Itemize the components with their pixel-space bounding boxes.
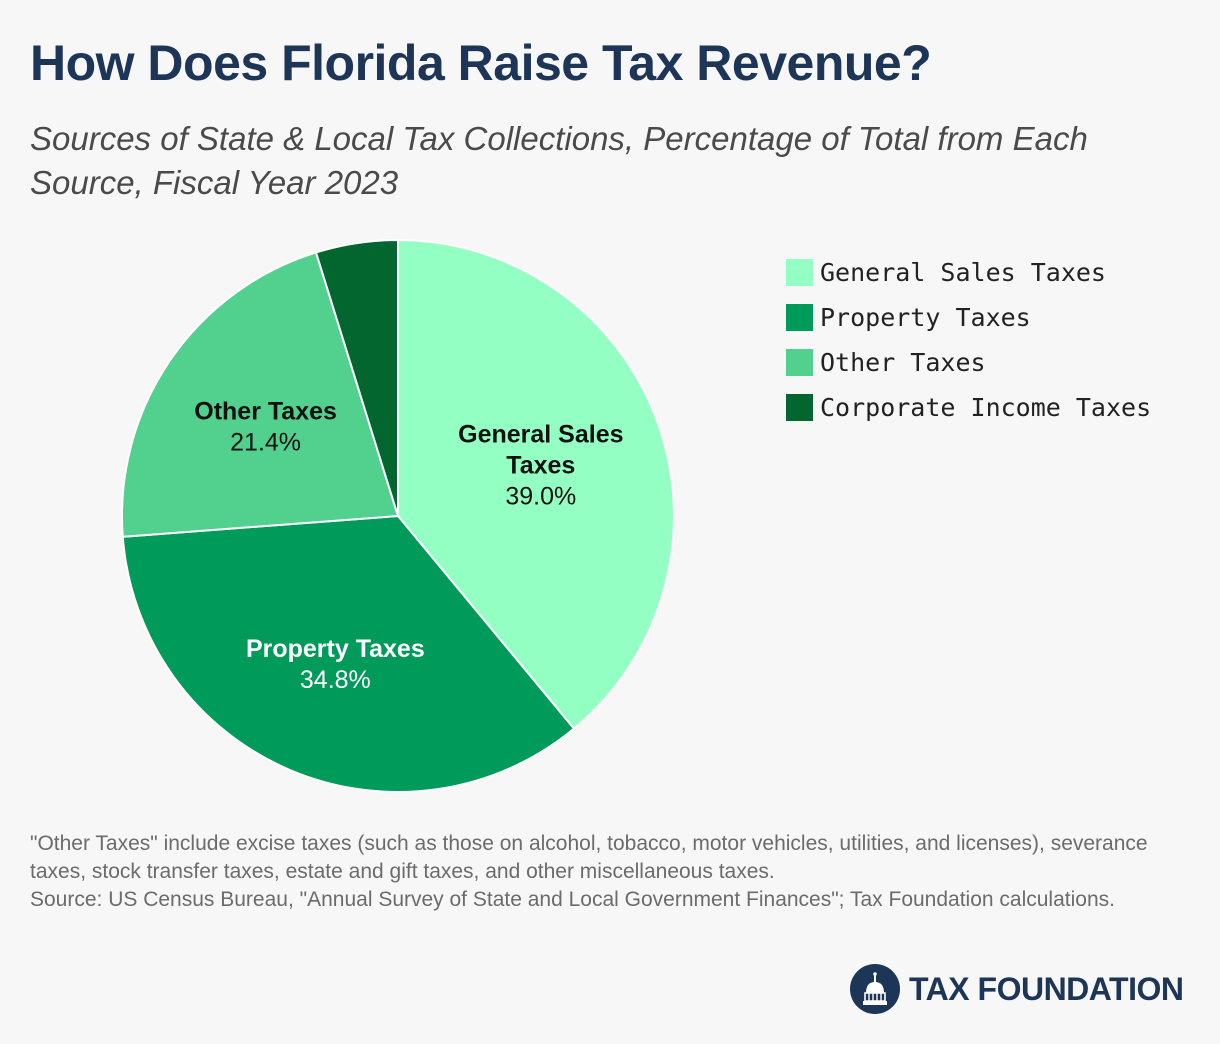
slice-name-label: Taxes [506, 452, 575, 480]
legend-label: Other Taxes [820, 348, 986, 377]
chart-subtitle: Sources of State & Local Tax Collections… [30, 120, 1088, 201]
slice-name-label: General Sales [458, 421, 623, 449]
footnote-note: "Other Taxes" include excise taxes (such… [30, 832, 1148, 883]
legend-label: General Sales Taxes [820, 258, 1106, 287]
legend-item-other: Other Taxes [786, 340, 1151, 385]
tax-foundation-logo: TAX FOUNDATION [849, 963, 1184, 1015]
slice-value-label: 34.8% [300, 666, 371, 694]
slice-value-label: 21.4% [230, 429, 301, 457]
legend-item-corporate-income: Corporate Income Taxes [786, 385, 1151, 430]
pie-slice-property-taxes [121, 514, 576, 793]
slice-name-label: Other Taxes [194, 398, 337, 426]
pie-slice-general-sales-taxes [397, 238, 675, 731]
legend-swatch [786, 394, 813, 421]
legend-label: Property Taxes [820, 303, 1031, 332]
legend-label: Corporate Income Taxes [820, 393, 1152, 422]
legend-item-general-sales: General Sales Taxes [786, 250, 1151, 295]
pie-slice-labels: General Sales Taxes 39.0% Property Taxes 34.… [194, 398, 623, 694]
legend-swatch [786, 259, 813, 286]
pie-slice-corporate-income-taxes [314, 238, 399, 517]
chart-legend: General Sales Taxes Property Taxes Other… [786, 250, 1151, 430]
footnote: "Other Taxes" include excise taxes (such… [30, 830, 1195, 914]
legend-swatch [786, 349, 813, 376]
logo-text: TAX FOUNDATION [909, 970, 1184, 1007]
slice-value-label: 39.0% [505, 483, 576, 511]
pie-slices [121, 238, 675, 793]
legend-item-property: Property Taxes [786, 295, 1151, 340]
slice-name-label: Property Taxes [246, 635, 425, 663]
capitol-dome-icon [850, 964, 900, 1014]
chart-title: How Does Florida Raise Tax Revenue? [30, 35, 932, 91]
pie-slice-other-taxes [121, 251, 400, 538]
legend-swatch [786, 304, 813, 331]
footnote-source: Source: US Census Bureau, "Annual Survey… [30, 888, 1115, 911]
